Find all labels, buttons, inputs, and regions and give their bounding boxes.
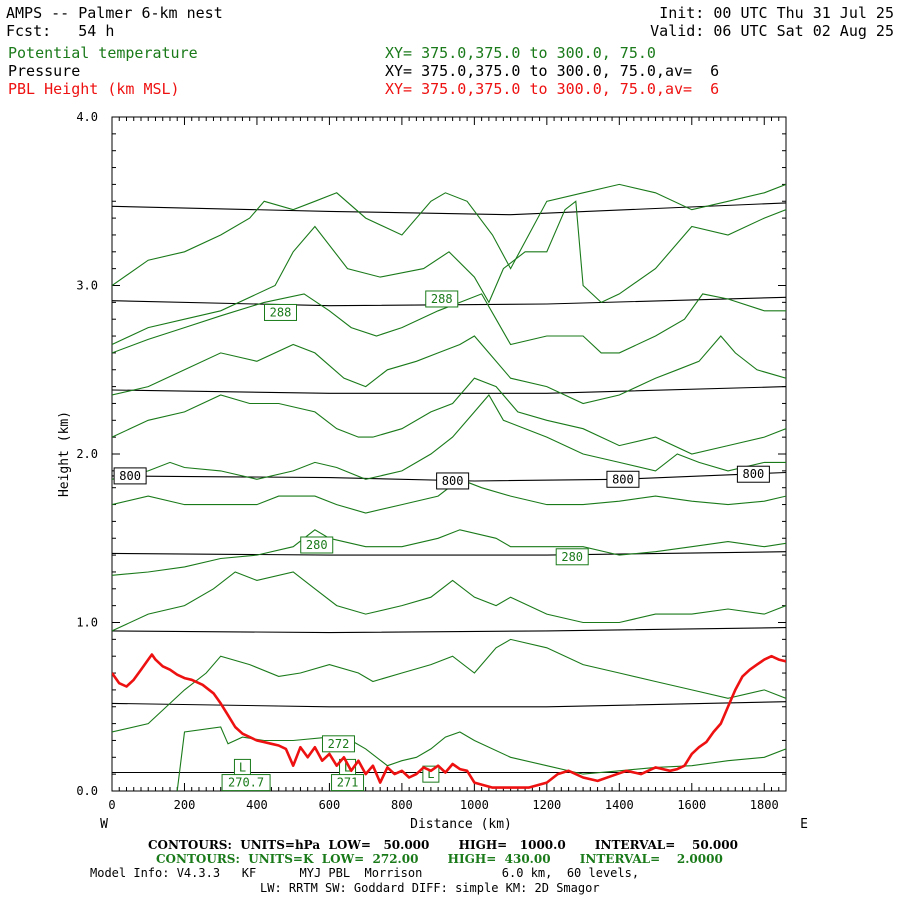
theta-contour bbox=[112, 529, 786, 576]
y-tick-label: 0.0 bbox=[76, 784, 98, 798]
pressure-label-box bbox=[436, 472, 470, 490]
pressure-contour-850 bbox=[112, 551, 786, 556]
x-tick-label: 1200 bbox=[532, 798, 561, 812]
y-tick-label: 1.0 bbox=[76, 616, 98, 630]
theta-label-box bbox=[555, 548, 589, 566]
x-tick-label: 800 bbox=[391, 798, 413, 812]
x-tick-label: 0 bbox=[108, 798, 115, 812]
axis-labels: 0 200 400 600 800 1000 1200 1400 1600 1800 0.0 1.0 2… bbox=[57, 110, 808, 832]
theta-label: 280 bbox=[306, 538, 328, 552]
field-pressure: Pressure bbox=[8, 62, 81, 80]
x-tick-label: 200 bbox=[174, 798, 196, 812]
axes-frame bbox=[111, 116, 787, 792]
pressure-label: 800 bbox=[612, 472, 634, 486]
plot-frame bbox=[111, 116, 787, 792]
y-tick-label: 4.0 bbox=[76, 110, 98, 124]
x-tick-label: 600 bbox=[319, 798, 341, 812]
footer-theta-contour-info: CONTOURS: UNITS=K LOW= 272.00 HIGH= 430.… bbox=[156, 852, 723, 866]
x-tick-label: 1600 bbox=[677, 798, 706, 812]
model-title: AMPS -- Palmer 6-km nest bbox=[6, 4, 223, 22]
pressure-contour-650 bbox=[112, 202, 786, 216]
theta-label: L bbox=[427, 767, 434, 781]
theta-contour bbox=[112, 638, 786, 733]
field-pbl-height-xy: XY= 375.0,375.0 to 300.0, 75.0,av= 6 bbox=[385, 80, 720, 98]
valid-time: Valid: 06 UTC Sat 02 Aug 25 bbox=[650, 22, 894, 40]
theta-label: 270.7 bbox=[228, 776, 264, 790]
x-tick-label: 1000 bbox=[460, 798, 489, 812]
theta-label: 272 bbox=[328, 737, 350, 751]
east-label: E bbox=[800, 817, 808, 832]
theta-label-box bbox=[321, 735, 355, 753]
pbl-height-series bbox=[112, 653, 786, 789]
theta-contour bbox=[112, 394, 786, 480]
pressure-contour-900 bbox=[112, 627, 786, 634]
theta-contour bbox=[112, 335, 786, 405]
theta-label: 288 bbox=[270, 305, 292, 319]
init-time: Init: 00 UTC Thu 31 Jul 25 bbox=[659, 4, 894, 22]
pressure-contour-750 bbox=[112, 386, 786, 394]
x-axis-title: Distance (km) bbox=[410, 817, 512, 832]
theta-contour bbox=[112, 183, 786, 286]
x-tick-label: 400 bbox=[246, 798, 268, 812]
pressure-label-box bbox=[113, 467, 147, 485]
theta-label-box bbox=[331, 774, 365, 792]
theta-label-box bbox=[300, 536, 334, 554]
theta-contour bbox=[112, 377, 786, 455]
theta-contour bbox=[112, 571, 786, 632]
footer-pressure-contour-info: CONTOURS: UNITS=hPa LOW= 50.000 HIGH= 10… bbox=[148, 838, 738, 852]
theta-label-box bbox=[264, 303, 297, 321]
x-tick-label: 1800 bbox=[750, 798, 779, 812]
pressure-contour-800 bbox=[112, 471, 786, 482]
pressure-label: 800 bbox=[442, 474, 464, 488]
theta-label: L bbox=[239, 760, 246, 774]
footer-model-info: Model Info: V4.3.3 KF MYJ PBL Morrison 6… bbox=[90, 866, 640, 880]
theta-label: 280 bbox=[561, 550, 583, 564]
y-tick-label: 3.0 bbox=[76, 279, 98, 293]
pressure-label: 800 bbox=[119, 469, 141, 483]
y-tick-label: 2.0 bbox=[76, 447, 98, 461]
x-tick-label: 1400 bbox=[605, 798, 634, 812]
theta-label: 288 bbox=[431, 292, 453, 306]
field-potential-temperature: Potential temperature bbox=[8, 44, 198, 62]
field-pressure-xy: XY= 375.0,375.0 to 300.0, 75.0,av= 6 bbox=[385, 62, 720, 80]
y-axis-title: Height (km) bbox=[57, 411, 72, 497]
theta-label-box bbox=[425, 290, 459, 308]
theta-label: L bbox=[344, 760, 351, 774]
pressure-label-box bbox=[606, 470, 640, 488]
pressure-label-box bbox=[736, 465, 770, 483]
theta-label: 271 bbox=[337, 776, 359, 790]
footer-physics-info: LW: RRTM SW: Goddard DIFF: simple KM: 2D… bbox=[260, 881, 600, 895]
pressure-label: 800 bbox=[743, 467, 765, 481]
theta-contour bbox=[112, 293, 786, 354]
pbl-height-line bbox=[112, 653, 786, 789]
theta-contour bbox=[112, 200, 786, 345]
field-potential-temperature-xy: XY= 375.0,375.0 to 300.0, 75.0 bbox=[385, 44, 656, 62]
field-pbl-height: PBL Height (km MSL) bbox=[8, 80, 180, 98]
forecast-hour: Fcst: 54 h bbox=[6, 22, 115, 40]
pressure-contour-950 bbox=[112, 701, 786, 708]
west-label: W bbox=[100, 817, 108, 832]
contour-labels: 800 800 800 800 288 288 280 280 272 L 270.7 L 271 L bbox=[113, 290, 770, 792]
theta-label-box bbox=[221, 774, 271, 792]
theta-contours bbox=[112, 183, 786, 791]
